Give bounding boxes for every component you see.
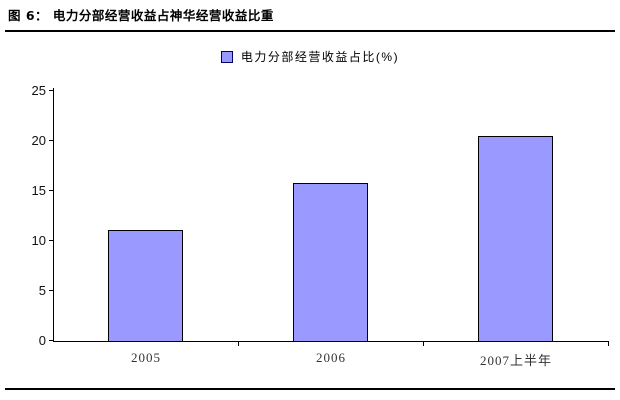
y-axis-tick-label: 10 xyxy=(31,233,46,248)
x-axis-tick xyxy=(238,341,239,346)
bottom-divider xyxy=(5,388,615,390)
x-axis-tick xyxy=(423,341,424,346)
bar-2006 xyxy=(293,183,368,342)
y-axis-tick xyxy=(49,90,53,91)
legend-label: 电力分部经营收益占比(%) xyxy=(240,50,400,64)
bar-2005 xyxy=(108,230,183,342)
legend-swatch-icon xyxy=(220,50,233,63)
y-axis-tick xyxy=(49,340,53,341)
x-axis-category-label: 2005 xyxy=(131,350,161,365)
y-axis-tick xyxy=(49,290,53,291)
y-axis-tick-label: 20 xyxy=(31,133,46,148)
y-axis-tick xyxy=(49,240,53,241)
y-axis-tick-label: 25 xyxy=(31,83,46,98)
y-axis-line xyxy=(53,88,54,342)
figure-title: 图 6： 电力分部经营收益占神华经营收益比重 xyxy=(8,8,274,23)
x-axis-category-label: 2006 xyxy=(316,350,346,365)
top-divider xyxy=(5,30,615,32)
x-axis-category-label: 2007上半年 xyxy=(479,353,552,368)
y-axis-tick xyxy=(49,190,53,191)
y-axis-tick-label: 0 xyxy=(38,333,46,348)
y-axis-tick-label: 5 xyxy=(38,283,46,298)
y-axis-tick xyxy=(49,140,53,141)
chart-legend: 电力分部经营收益占比(%) xyxy=(0,48,620,65)
x-axis-tick xyxy=(608,341,609,346)
bar-2007上半年 xyxy=(478,136,553,342)
y-axis-tick-label: 15 xyxy=(31,183,46,198)
